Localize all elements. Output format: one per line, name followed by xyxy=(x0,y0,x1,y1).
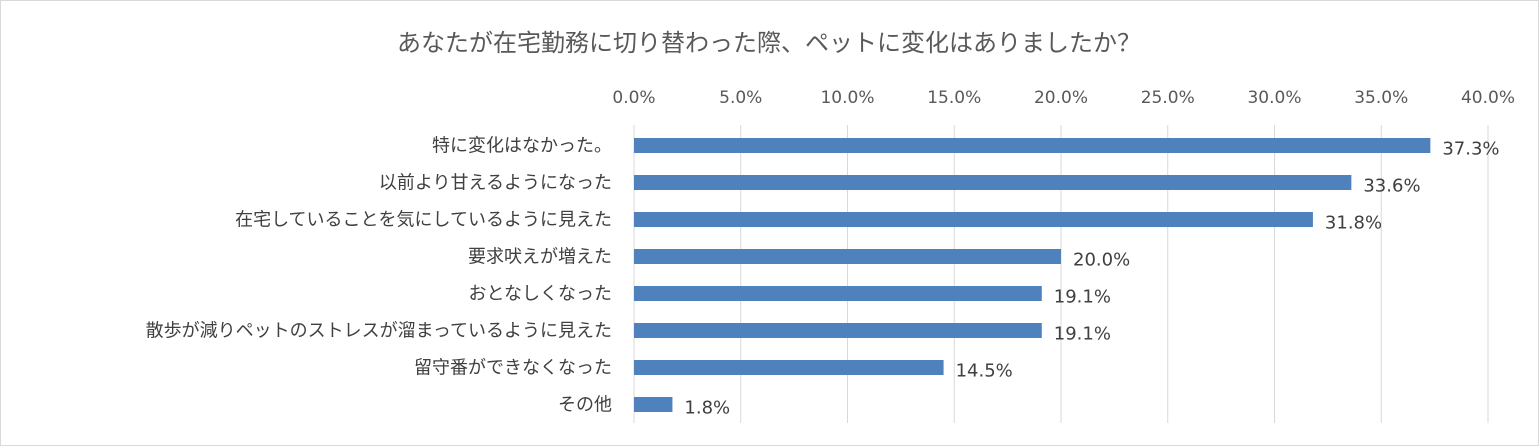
data-label: 20.0% xyxy=(1073,250,1130,271)
category-labels: 特に変化はなかった。以前より甘えるようになった在宅していることを気にしているよう… xyxy=(146,136,612,416)
data-label: 33.6% xyxy=(1363,176,1420,197)
x-tick-label: 25.0% xyxy=(1141,88,1195,108)
x-tick-label: 40.0% xyxy=(1461,88,1515,108)
data-label: 1.8% xyxy=(684,398,730,419)
x-axis-ticks: 0.0% 5.0% 10.0% 15.0% 20.0% 25.0% 30.0% 35.0% 40… xyxy=(612,88,1515,108)
data-label: 14.5% xyxy=(956,361,1013,382)
bar xyxy=(634,286,1042,301)
bar xyxy=(634,397,673,412)
category-label: 在宅していることを気にしているように見えた xyxy=(235,210,612,231)
chart-title: あなたが在宅勤務に切り替わった際、ペットに変化はありましたか？ xyxy=(397,29,1141,57)
category-label: 散歩が減りペットのストレスが溜まっているように見えた xyxy=(146,321,612,342)
category-label: 以前より甘えるようになった xyxy=(379,173,612,194)
bar xyxy=(634,360,944,375)
bar xyxy=(634,249,1061,264)
x-tick-label: 5.0% xyxy=(719,88,762,108)
bar xyxy=(634,212,1313,227)
bar xyxy=(634,175,1352,190)
bar xyxy=(634,323,1042,338)
bar xyxy=(634,138,1431,153)
data-labels: 37.3% 33.6% 31.8% 20.0% 19.1% 19.1% 14.5% 1.8% xyxy=(684,139,1499,419)
category-label: おとなしくなった xyxy=(469,284,612,305)
x-tick-label: 30.0% xyxy=(1247,88,1301,108)
x-tick-label: 0.0% xyxy=(612,88,655,108)
x-tick-label: 10.0% xyxy=(820,88,874,108)
x-tick-label: 35.0% xyxy=(1354,88,1408,108)
category-label: その他 xyxy=(558,395,612,416)
gridlines xyxy=(633,125,1489,423)
category-label: 要求吠えが増えた xyxy=(468,247,612,268)
category-label: 留守番ができなくなった xyxy=(414,358,612,379)
bars xyxy=(634,138,1431,412)
data-label: 19.1% xyxy=(1054,287,1111,308)
category-label: 特に変化はなかった。 xyxy=(432,136,612,157)
x-tick-label: 15.0% xyxy=(927,88,981,108)
data-label: 31.8% xyxy=(1325,213,1382,234)
data-label: 37.3% xyxy=(1442,139,1499,160)
data-label: 19.1% xyxy=(1054,324,1111,345)
x-tick-label: 20.0% xyxy=(1034,88,1088,108)
